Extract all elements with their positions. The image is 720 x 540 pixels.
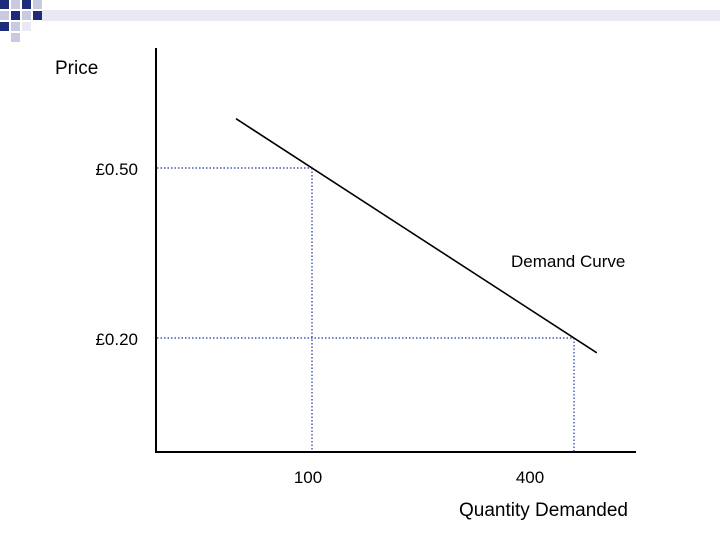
y-tick-label: £0.50 bbox=[95, 160, 138, 179]
banner-square bbox=[11, 22, 20, 31]
banner-square bbox=[0, 22, 9, 31]
banner-square bbox=[22, 22, 31, 31]
banner-square bbox=[0, 11, 9, 20]
y-tick-label: £0.20 bbox=[95, 330, 138, 349]
demand-chart: £0.50 £0.20 100 400 Price Quantity Demande… bbox=[55, 48, 636, 521]
x-tick-label: 100 bbox=[294, 468, 322, 487]
guide-lines bbox=[157, 167, 575, 451]
x-axis-title: Quantity Demanded bbox=[459, 500, 628, 521]
series-lines bbox=[235, 118, 598, 354]
x-tick-label: 400 bbox=[516, 468, 544, 487]
series-label-demand-curve: Demand Curve bbox=[511, 252, 625, 271]
banner-bar bbox=[42, 10, 720, 21]
title-banner bbox=[0, 0, 720, 42]
banner-square bbox=[0, 0, 9, 9]
banner-square bbox=[22, 11, 31, 20]
y-tick-labels: £0.50 £0.20 bbox=[95, 160, 138, 349]
banner-square bbox=[11, 11, 20, 20]
demand-curve-line bbox=[235, 118, 598, 354]
banner-square bbox=[33, 0, 42, 9]
x-tick-labels: 100 400 bbox=[294, 468, 544, 487]
banner-square bbox=[11, 33, 20, 42]
banner-square bbox=[33, 11, 42, 20]
banner-square bbox=[11, 0, 20, 9]
banner-square bbox=[22, 0, 31, 9]
y-axis-title: Price bbox=[55, 58, 98, 79]
